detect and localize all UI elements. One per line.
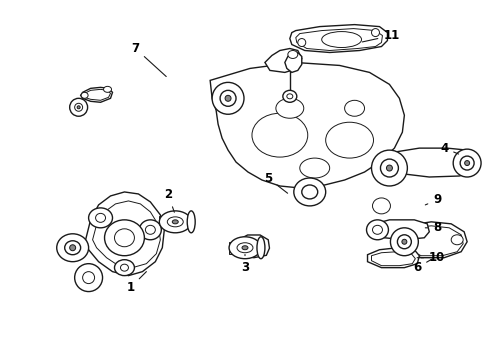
Text: 3: 3 — [241, 255, 248, 274]
Text: 8: 8 — [425, 221, 441, 234]
Ellipse shape — [275, 98, 303, 118]
Ellipse shape — [380, 159, 398, 177]
Ellipse shape — [120, 264, 128, 271]
Ellipse shape — [172, 220, 178, 224]
Polygon shape — [159, 216, 191, 228]
Ellipse shape — [139, 220, 161, 240]
Polygon shape — [218, 73, 388, 175]
Ellipse shape — [371, 150, 407, 186]
Text: 1: 1 — [126, 271, 146, 294]
Ellipse shape — [397, 235, 410, 249]
Text: 11: 11 — [362, 29, 399, 42]
Ellipse shape — [297, 39, 305, 46]
Ellipse shape — [287, 50, 297, 58]
Ellipse shape — [145, 225, 155, 234]
Text: 2: 2 — [164, 188, 174, 212]
Polygon shape — [289, 24, 386, 53]
Ellipse shape — [82, 272, 94, 284]
Polygon shape — [384, 148, 478, 177]
Ellipse shape — [286, 94, 292, 99]
Text: 5: 5 — [263, 171, 287, 193]
Ellipse shape — [103, 86, 111, 92]
Ellipse shape — [366, 220, 387, 240]
Ellipse shape — [75, 103, 82, 111]
Polygon shape — [367, 248, 419, 268]
Ellipse shape — [237, 243, 252, 253]
Polygon shape — [85, 192, 164, 276]
Ellipse shape — [114, 260, 134, 276]
Ellipse shape — [69, 245, 76, 251]
Polygon shape — [396, 222, 466, 258]
Ellipse shape — [325, 122, 373, 158]
Polygon shape — [81, 87, 112, 102]
Ellipse shape — [371, 28, 379, 37]
Ellipse shape — [64, 241, 81, 255]
Ellipse shape — [104, 220, 144, 256]
Ellipse shape — [187, 211, 195, 233]
Ellipse shape — [372, 198, 389, 214]
Ellipse shape — [299, 158, 329, 178]
Ellipse shape — [242, 246, 247, 250]
Ellipse shape — [452, 149, 480, 177]
Ellipse shape — [88, 208, 112, 228]
Ellipse shape — [212, 82, 244, 114]
Ellipse shape — [114, 229, 134, 247]
Ellipse shape — [389, 228, 417, 256]
Ellipse shape — [386, 165, 392, 171]
Ellipse shape — [224, 95, 230, 101]
Polygon shape — [210, 62, 404, 188]
Polygon shape — [285, 53, 301, 72]
Ellipse shape — [301, 185, 317, 199]
Ellipse shape — [321, 32, 361, 48]
Text: 9: 9 — [425, 193, 441, 206]
Text: 7: 7 — [131, 42, 166, 77]
Ellipse shape — [293, 178, 325, 206]
Ellipse shape — [220, 90, 236, 106]
Ellipse shape — [464, 161, 468, 166]
Ellipse shape — [256, 237, 264, 259]
Ellipse shape — [282, 90, 296, 102]
Ellipse shape — [401, 239, 406, 244]
Ellipse shape — [459, 156, 473, 170]
Ellipse shape — [75, 264, 102, 292]
Ellipse shape — [159, 211, 191, 233]
Ellipse shape — [228, 237, 261, 259]
Ellipse shape — [69, 98, 87, 116]
Ellipse shape — [344, 100, 364, 116]
Ellipse shape — [57, 234, 88, 262]
Ellipse shape — [450, 235, 462, 245]
Ellipse shape — [77, 106, 80, 109]
Text: 6: 6 — [412, 259, 431, 274]
Polygon shape — [295, 28, 382, 50]
Polygon shape — [84, 89, 110, 100]
Ellipse shape — [251, 113, 307, 157]
Polygon shape — [264, 49, 301, 72]
Polygon shape — [228, 242, 261, 254]
Ellipse shape — [372, 225, 382, 234]
Text: 10: 10 — [416, 251, 445, 264]
Polygon shape — [372, 220, 428, 240]
Text: 4: 4 — [439, 141, 458, 155]
Ellipse shape — [95, 213, 105, 222]
Ellipse shape — [81, 92, 88, 98]
Polygon shape — [237, 235, 269, 258]
Ellipse shape — [167, 217, 183, 227]
